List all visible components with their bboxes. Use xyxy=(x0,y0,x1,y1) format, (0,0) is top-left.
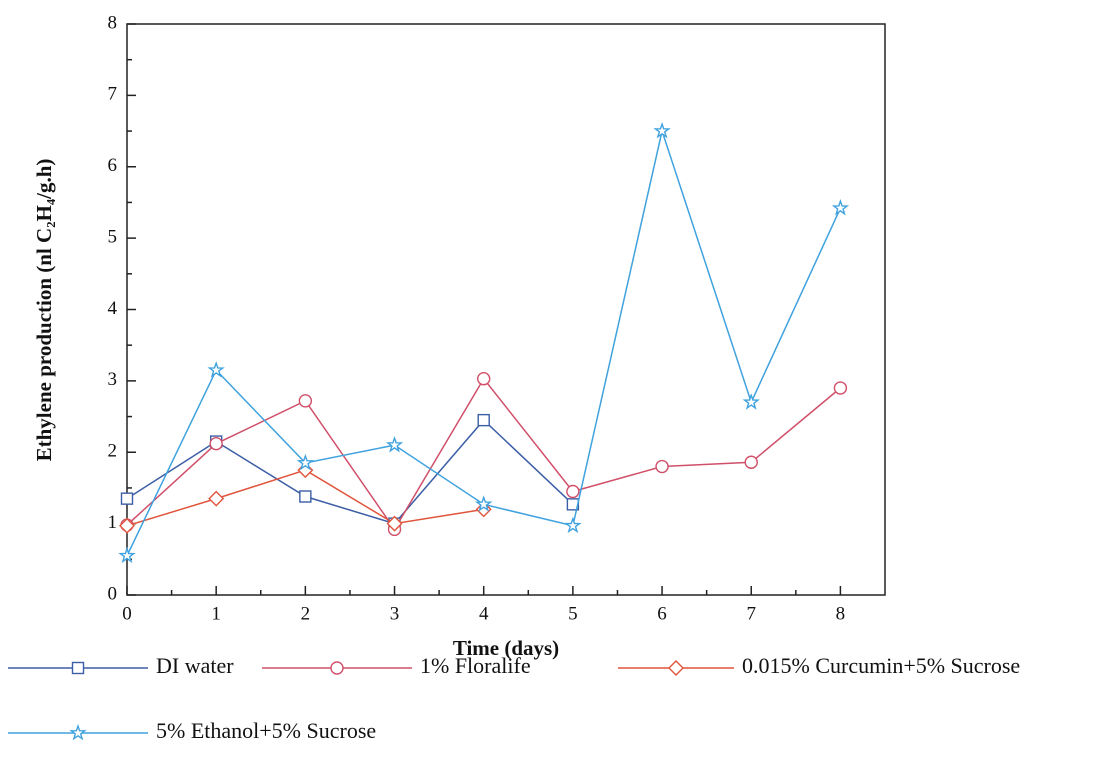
series-line xyxy=(127,420,573,523)
y-tick-label: 3 xyxy=(108,369,118,390)
marker-circle xyxy=(210,438,222,450)
legend-label: 0.015% Curcumin+5% Sucrose xyxy=(742,653,1020,678)
marker-diamond xyxy=(669,661,683,675)
marker-circle xyxy=(834,382,846,394)
y-tick-label: 0 xyxy=(108,583,118,604)
x-tick-label: 4 xyxy=(479,603,489,624)
marker-star xyxy=(745,395,758,408)
x-tick-label: 1 xyxy=(211,603,221,624)
series-line xyxy=(127,131,840,556)
x-tick-label: 8 xyxy=(836,603,846,624)
x-tick-label: 5 xyxy=(568,603,578,624)
marker-circle xyxy=(656,461,668,473)
marker-diamond xyxy=(209,492,223,506)
y-tick-label: 4 xyxy=(108,298,118,319)
marker-star xyxy=(71,726,84,739)
marker-square xyxy=(73,663,84,674)
legend-label: 1% Floralife xyxy=(420,653,531,678)
marker-square xyxy=(122,493,133,504)
marker-star xyxy=(655,124,668,137)
legend-label: DI water xyxy=(156,653,234,678)
y-tick-label: 1 xyxy=(108,512,118,533)
marker-circle xyxy=(745,456,757,468)
y-tick-label: 6 xyxy=(108,155,118,176)
marker-circle xyxy=(478,373,490,385)
marker-star xyxy=(834,201,847,214)
marker-circle xyxy=(567,486,579,498)
x-tick-label: 7 xyxy=(746,603,756,624)
x-tick-label: 3 xyxy=(390,603,400,624)
x-tick-label: 2 xyxy=(301,603,311,624)
legend-label: 5% Ethanol+5% Sucrose xyxy=(156,718,376,743)
x-tick-label: 6 xyxy=(657,603,667,624)
y-tick-label: 5 xyxy=(108,226,118,247)
marker-star xyxy=(566,519,579,532)
marker-circle xyxy=(299,395,311,407)
y-tick-label: 2 xyxy=(108,441,118,462)
chart: Time (days) Ethylene production (nl C₂H₄… xyxy=(0,0,1114,777)
y-axis-label: Ethylene production (nl C₂H₄/g.h) xyxy=(32,159,56,462)
x-tick-label: 0 xyxy=(122,603,132,624)
marker-circle xyxy=(331,662,343,674)
y-tick-label: 7 xyxy=(108,84,118,105)
marker-square xyxy=(478,415,489,426)
marker-square xyxy=(300,491,311,502)
y-tick-label: 8 xyxy=(108,12,118,33)
